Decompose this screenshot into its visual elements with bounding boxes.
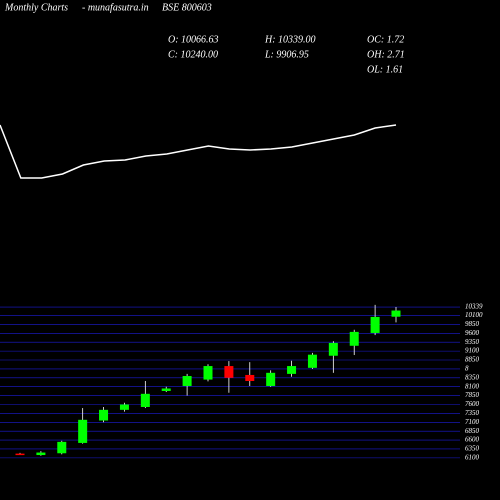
y-tick-label: 7850 bbox=[465, 391, 480, 399]
y-tick-label: 9600 bbox=[465, 329, 480, 337]
y-tick-label: 9350 bbox=[465, 338, 480, 346]
candle-body bbox=[349, 331, 359, 346]
low-stat: L: 9906.95 bbox=[264, 49, 309, 60]
candle-body bbox=[266, 372, 276, 386]
candle-body bbox=[119, 404, 129, 410]
source-label: - munafasutra.in bbox=[82, 2, 149, 13]
candle-body bbox=[307, 354, 317, 368]
y-tick-label: 10339 bbox=[465, 303, 483, 311]
candle-body bbox=[57, 441, 67, 454]
candle-body bbox=[391, 310, 401, 317]
indicator-line bbox=[0, 124, 397, 179]
y-tick-label: 6350 bbox=[465, 445, 480, 453]
site-label: Monthly Charts bbox=[4, 2, 68, 13]
candle-body bbox=[15, 453, 25, 456]
ol-stat: OL: 1.61 bbox=[367, 64, 403, 75]
y-tick-label: 8850 bbox=[465, 356, 480, 364]
y-tick-label: 6100 bbox=[465, 453, 480, 461]
open-stat: O: 10066.63 bbox=[168, 34, 219, 45]
candle-body bbox=[99, 409, 109, 421]
y-tick-label: 10100 bbox=[465, 311, 483, 319]
candle-body bbox=[140, 393, 150, 407]
y-tick-label: 8350 bbox=[465, 373, 480, 381]
y-tick-label: 6600 bbox=[465, 436, 480, 444]
candle-body bbox=[161, 388, 171, 391]
candle-body bbox=[78, 419, 88, 443]
oh-stat: OH: 2.71 bbox=[367, 49, 405, 60]
candle-body bbox=[224, 366, 234, 378]
candle-body bbox=[182, 376, 192, 386]
candle-body bbox=[287, 366, 297, 374]
high-stat: H: 10339.00 bbox=[264, 34, 316, 45]
y-tick-label: 7350 bbox=[465, 409, 480, 417]
y-tick-label: 9850 bbox=[465, 320, 480, 328]
y-tick-label: 7600 bbox=[465, 400, 480, 408]
candle-body bbox=[328, 342, 338, 356]
oc-stat: OC: 1.72 bbox=[367, 34, 404, 45]
y-tick-label: 8100 bbox=[465, 382, 480, 390]
y-tick-label: 7100 bbox=[465, 418, 480, 426]
y-tick-label: 8 bbox=[465, 365, 469, 373]
candle-body bbox=[245, 374, 255, 382]
symbol: BSE 800603 bbox=[162, 2, 212, 13]
candle-body bbox=[370, 316, 380, 333]
candle-body bbox=[203, 366, 213, 380]
y-tick-label: 6850 bbox=[465, 427, 480, 435]
y-tick-label: 9100 bbox=[465, 347, 480, 355]
close-stat: C: 10240.00 bbox=[168, 49, 218, 60]
candle-body bbox=[36, 452, 46, 456]
